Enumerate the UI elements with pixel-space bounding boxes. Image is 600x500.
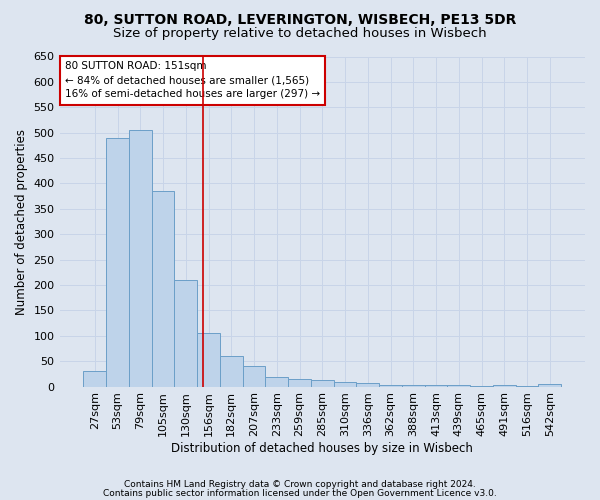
Bar <box>311 380 334 386</box>
Bar <box>83 372 106 386</box>
Text: Contains public sector information licensed under the Open Government Licence v3: Contains public sector information licen… <box>103 488 497 498</box>
Bar <box>448 384 470 386</box>
Bar <box>538 384 561 386</box>
Text: 80 SUTTON ROAD: 151sqm
← 84% of detached houses are smaller (1,565)
16% of semi-: 80 SUTTON ROAD: 151sqm ← 84% of detached… <box>65 62 320 100</box>
Bar <box>288 379 311 386</box>
Bar <box>152 191 175 386</box>
Bar <box>197 334 220 386</box>
Text: 80, SUTTON ROAD, LEVERINGTON, WISBECH, PE13 5DR: 80, SUTTON ROAD, LEVERINGTON, WISBECH, P… <box>84 12 516 26</box>
Bar <box>493 384 515 386</box>
Bar <box>425 384 448 386</box>
Bar <box>242 366 265 386</box>
Y-axis label: Number of detached properties: Number of detached properties <box>15 128 28 314</box>
Bar <box>175 280 197 386</box>
Bar <box>379 384 402 386</box>
Bar <box>356 382 379 386</box>
X-axis label: Distribution of detached houses by size in Wisbech: Distribution of detached houses by size … <box>172 442 473 455</box>
Bar <box>106 138 129 386</box>
Bar <box>129 130 152 386</box>
Bar <box>334 382 356 386</box>
Bar <box>220 356 242 386</box>
Text: Contains HM Land Registry data © Crown copyright and database right 2024.: Contains HM Land Registry data © Crown c… <box>124 480 476 489</box>
Bar <box>402 384 425 386</box>
Bar <box>265 378 288 386</box>
Text: Size of property relative to detached houses in Wisbech: Size of property relative to detached ho… <box>113 28 487 40</box>
